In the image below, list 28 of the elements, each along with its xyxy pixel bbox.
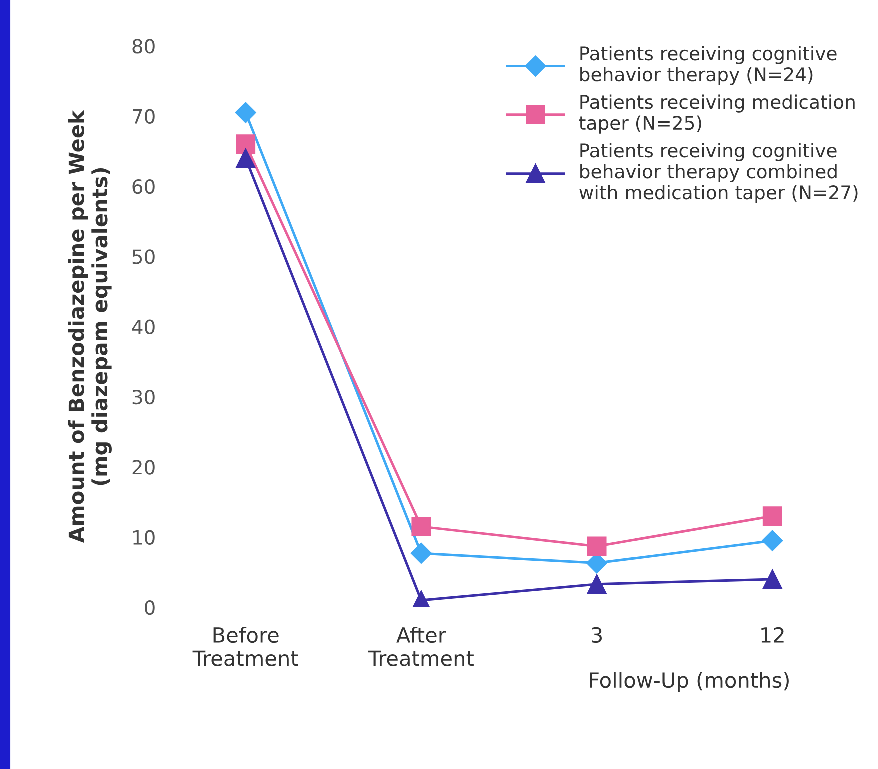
y-tick-label: 70 <box>133 109 155 124</box>
point <box>587 574 607 594</box>
legend-label: Patients receiving cognitive behavior therapy (N=24) <box>580 46 837 86</box>
y-tick-label: 10 <box>134 530 155 546</box>
x-axis-title: Follow-Up (months) <box>590 672 789 692</box>
y-tick-label: 20 <box>132 460 155 475</box>
y-tick-label: 30 <box>132 390 155 405</box>
y-tick-label: 50 <box>132 250 155 264</box>
point <box>236 134 256 154</box>
point <box>412 517 432 537</box>
legend-label: Patients receiving medication taper (N=25) <box>579 94 855 134</box>
point <box>587 536 607 556</box>
x-tick-label: 12 <box>762 627 784 643</box>
point <box>762 570 782 590</box>
y-tick-label: 80 <box>132 39 155 54</box>
point <box>236 148 256 168</box>
point <box>410 542 432 564</box>
point <box>762 530 784 552</box>
y-tick-label: 0 <box>145 600 155 616</box>
point <box>235 102 256 124</box>
x-tick-label: Before Treatment <box>192 626 298 666</box>
point <box>762 506 782 526</box>
x-tick-label: 3 <box>592 627 602 644</box>
y-tick-label: 40 <box>132 320 155 334</box>
y-tick-label: 60 <box>132 179 155 194</box>
legend-label: Patients receiving cognitive behavior therapy combined with medication taper (N=27) <box>580 143 858 204</box>
x-tick-label: After Treatment <box>368 626 474 666</box>
y-axis-title: Amount of Benzodiazepine per Week (mg diazepam equivalents) <box>68 110 112 543</box>
